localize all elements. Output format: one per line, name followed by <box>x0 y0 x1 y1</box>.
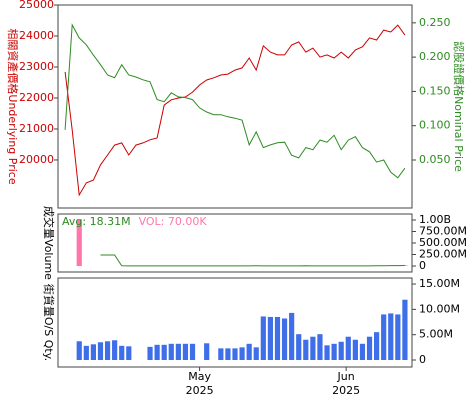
bar <box>274 316 281 361</box>
bar <box>119 345 125 361</box>
y-axis-title: 成交量Volume <box>42 206 56 280</box>
bar <box>246 343 252 361</box>
y2-tick-label: 0.050 <box>419 153 451 166</box>
bar <box>289 312 295 361</box>
bar <box>395 314 401 361</box>
bar <box>345 336 351 361</box>
bar <box>90 344 96 361</box>
bar <box>232 348 238 361</box>
x-tick-year: 2025 <box>332 384 360 397</box>
y-tick-label: 15.00M <box>419 277 460 290</box>
bar <box>225 348 231 361</box>
bar <box>374 332 380 361</box>
bar <box>402 299 408 361</box>
y2-axis-title: 認股證價格Nominal Price <box>452 41 466 172</box>
bar <box>381 314 387 361</box>
y-tick-label: 250.00M <box>419 248 467 261</box>
y2-tick-label: 0.100 <box>419 119 451 132</box>
bar <box>303 339 309 361</box>
bar <box>189 343 196 361</box>
bar <box>402 265 408 267</box>
y-tick-label: 5.00M <box>419 328 453 341</box>
bar <box>112 340 118 361</box>
y-tick-label: 25000 <box>19 0 54 11</box>
bar <box>331 343 337 361</box>
y2-tick-label: 0.150 <box>419 84 451 97</box>
bar <box>317 334 323 361</box>
x-tick-label: Jun <box>337 370 355 383</box>
bar <box>161 344 167 361</box>
y-tick-label: 10.00M <box>419 302 460 315</box>
bar <box>218 348 224 361</box>
bar <box>296 334 302 361</box>
y-tick-label: 22000 <box>19 91 54 104</box>
y-tick-label: 24000 <box>19 29 54 42</box>
bar <box>388 313 394 361</box>
bar <box>267 316 273 361</box>
bar <box>253 347 259 361</box>
y-tick-label: 20000 <box>19 153 54 166</box>
x-tick-label: May <box>188 370 211 383</box>
bar <box>260 316 266 361</box>
bar <box>76 219 82 267</box>
y-tick-label: 750.00M <box>419 224 467 237</box>
bar <box>324 345 330 361</box>
y-tick-label: 21000 <box>19 122 54 135</box>
bar <box>359 343 366 361</box>
panel <box>57 4 413 209</box>
y-tick-label: 23000 <box>19 60 54 73</box>
annotation: Avg: 18.31M <box>62 215 131 228</box>
bar <box>76 341 82 361</box>
bar <box>310 336 316 361</box>
bar <box>97 342 104 361</box>
bar <box>175 343 181 361</box>
bar <box>281 318 288 361</box>
bar <box>168 343 174 361</box>
y-tick-label: 500.00M <box>419 236 467 249</box>
annotation: VOL: 70.00K <box>139 215 208 228</box>
y-tick-label: 0 <box>419 353 426 366</box>
line <box>100 254 405 267</box>
bar <box>104 341 111 361</box>
bar <box>83 345 89 361</box>
bar <box>182 343 189 361</box>
y-tick-label: 0 <box>419 259 426 272</box>
x-tick-year: 2025 <box>186 384 214 397</box>
y2-tick-label: 0.250 <box>419 16 451 29</box>
y-tick-label: 1.00B <box>419 213 451 226</box>
y2-tick-label: 0.200 <box>419 50 451 63</box>
bar <box>204 343 210 361</box>
bar <box>147 346 153 361</box>
line <box>64 23 406 179</box>
bar <box>352 339 358 361</box>
bar <box>366 336 373 361</box>
y-axis-title: 街貨量O/S Qty. <box>42 284 56 361</box>
bar <box>126 346 132 361</box>
bar <box>338 341 344 361</box>
bar <box>239 347 245 361</box>
panel <box>57 213 413 273</box>
bar <box>154 344 160 361</box>
line <box>64 24 406 197</box>
y-axis-title: 相關資產價格Underlying Price <box>6 28 20 184</box>
